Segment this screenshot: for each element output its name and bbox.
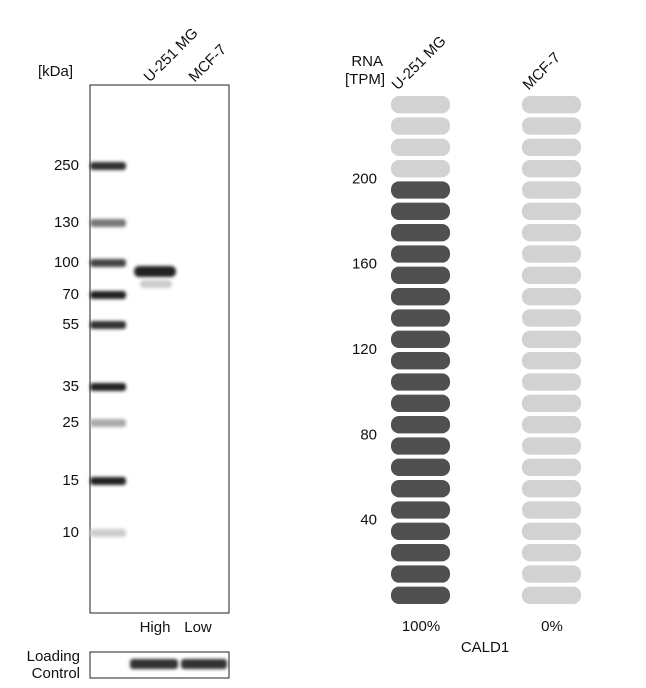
- marker-band: [90, 291, 126, 299]
- unit-label: [kDa]: [38, 63, 73, 80]
- pill: [391, 522, 450, 540]
- pill: [522, 501, 581, 519]
- pill: [522, 565, 581, 583]
- pill: [522, 437, 581, 455]
- marker-band: [90, 162, 126, 170]
- pill: [522, 330, 581, 348]
- lane-label: MCF-7: [186, 41, 230, 85]
- marker-band: [90, 477, 126, 485]
- marker-label: 250: [54, 157, 79, 174]
- pill: [391, 544, 450, 562]
- pill: [391, 437, 450, 455]
- pill: [391, 458, 450, 476]
- y-tick-label: 160: [352, 256, 377, 273]
- marker-label: 55: [62, 316, 79, 333]
- marker-label: 10: [62, 524, 79, 541]
- pill: [522, 522, 581, 540]
- pill: [391, 245, 450, 263]
- marker-label: 35: [62, 378, 79, 395]
- pill: [522, 480, 581, 498]
- percent-label: 0%: [541, 618, 563, 635]
- pill: [522, 224, 581, 242]
- pill: [522, 117, 581, 135]
- y-tick-label: 40: [360, 512, 377, 529]
- marker-band: [90, 529, 126, 537]
- marker-band: [90, 219, 126, 227]
- pill: [522, 586, 581, 604]
- pill: [522, 181, 581, 199]
- marker-label: 100: [54, 254, 79, 271]
- y-tick-label: 200: [352, 170, 377, 187]
- pill: [391, 160, 450, 178]
- blot-frame: [89, 84, 230, 614]
- loading-band: [181, 659, 227, 669]
- pill: [391, 224, 450, 242]
- y-tick-label: 120: [352, 341, 377, 358]
- y-label: [TPM]: [345, 71, 385, 88]
- pill: [391, 288, 450, 306]
- pill: [522, 160, 581, 178]
- pill: [391, 586, 450, 604]
- marker-band: [90, 259, 126, 267]
- pill: [391, 202, 450, 220]
- pill: [391, 352, 450, 370]
- loading-label: Control: [32, 665, 80, 682]
- pill: [522, 266, 581, 284]
- y-tick-label: 80: [360, 426, 377, 443]
- pill: [391, 416, 450, 434]
- pill: [391, 309, 450, 327]
- pill: [391, 501, 450, 519]
- pill: [522, 96, 581, 114]
- pill: [391, 330, 450, 348]
- pill: [391, 266, 450, 284]
- marker-band: [90, 321, 126, 329]
- category-label: MCF-7: [520, 49, 564, 93]
- category-label: U-251 MG: [389, 33, 450, 94]
- level-label: Low: [184, 619, 212, 636]
- pill: [391, 565, 450, 583]
- marker-band: [90, 383, 126, 391]
- pill: [391, 117, 450, 135]
- marker-label: 15: [62, 472, 79, 489]
- loading-band: [130, 659, 178, 669]
- level-label: High: [140, 619, 171, 636]
- marker-label: 70: [62, 286, 79, 303]
- pill: [522, 309, 581, 327]
- pill: [522, 544, 581, 562]
- pill: [522, 394, 581, 412]
- loading-label: Loading: [27, 648, 80, 665]
- pill: [391, 373, 450, 391]
- marker-band: [90, 419, 126, 427]
- pill: [522, 373, 581, 391]
- pill: [522, 288, 581, 306]
- pill: [522, 416, 581, 434]
- pill: [522, 458, 581, 476]
- sample-band: [134, 266, 176, 277]
- gene-label: CALD1: [461, 639, 509, 656]
- marker-label: 25: [62, 414, 79, 431]
- pill: [391, 96, 450, 114]
- sample-smear: [140, 280, 172, 288]
- marker-label: 130: [54, 214, 79, 231]
- pill: [522, 352, 581, 370]
- pill: [391, 181, 450, 199]
- pill: [391, 138, 450, 156]
- pill: [522, 245, 581, 263]
- y-label: RNA: [351, 53, 383, 70]
- pill: [522, 202, 581, 220]
- pill: [522, 138, 581, 156]
- percent-label: 100%: [402, 618, 440, 635]
- pill: [391, 480, 450, 498]
- pill: [391, 394, 450, 412]
